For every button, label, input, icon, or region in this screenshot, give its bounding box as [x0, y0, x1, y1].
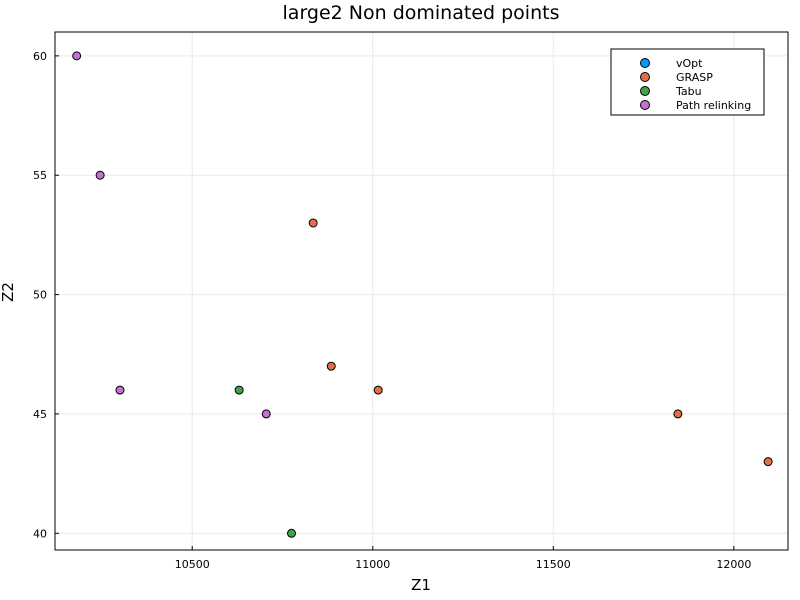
legend-marker-vopt	[640, 58, 650, 68]
point-path-relinking	[72, 51, 82, 61]
point-path-relinking	[261, 409, 271, 419]
point-grasp	[763, 457, 773, 467]
legend-label-path-relinking: Path relinking	[676, 99, 751, 112]
x-axis-label: Z1	[411, 576, 431, 594]
point-grasp	[373, 385, 383, 395]
point-path-relinking	[95, 170, 105, 180]
x-tick-label: 12000	[716, 558, 751, 571]
plot-frame	[54, 31, 789, 551]
chart-title: large2 Non dominated points	[283, 2, 560, 24]
legend-box	[610, 48, 765, 116]
y-axis: 40 45 50 55 60	[33, 50, 59, 540]
point-path-relinking	[115, 385, 125, 395]
legend-label-tabu: Tabu	[675, 85, 702, 98]
y-tick-label: 45	[33, 408, 47, 421]
y-tick-label: 60	[33, 50, 47, 63]
x-axis: 10500 11000 11500 12000	[175, 546, 751, 571]
legend-marker-path-relinking	[640, 100, 650, 110]
legend-label-vopt: vOpt	[676, 57, 703, 70]
legend-label-grasp: GRASP	[676, 71, 713, 84]
data-points	[72, 51, 773, 538]
point-grasp	[326, 361, 336, 371]
y-tick-label: 55	[33, 169, 47, 182]
legend-marker-tabu	[640, 86, 650, 96]
point-grasp	[673, 409, 683, 419]
legend-marker-grasp	[640, 72, 650, 82]
y-axis-label: Z2	[0, 282, 17, 302]
point-tabu	[287, 528, 297, 538]
y-tick-label: 50	[33, 289, 47, 302]
y-tick-label: 40	[33, 527, 47, 540]
point-tabu	[234, 385, 244, 395]
point-grasp	[308, 218, 318, 228]
x-tick-label: 11000	[355, 558, 390, 571]
x-tick-label: 10500	[175, 558, 210, 571]
x-tick-label: 11500	[536, 558, 571, 571]
